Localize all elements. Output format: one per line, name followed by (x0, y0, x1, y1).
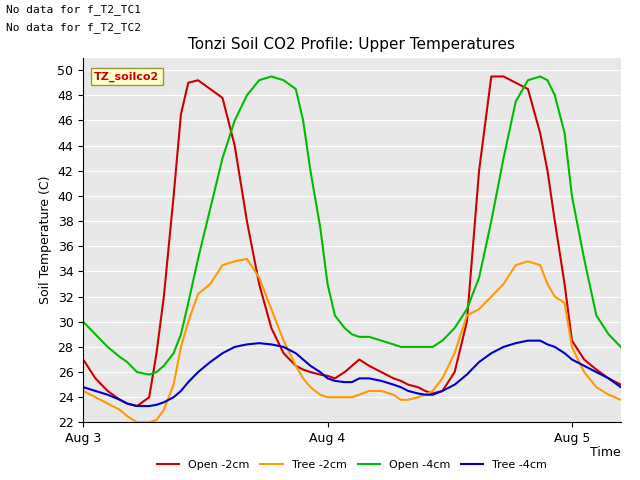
Text: No data for f_T2_TC1: No data for f_T2_TC1 (6, 4, 141, 15)
Title: Tonzi Soil CO2 Profile: Upper Temperatures: Tonzi Soil CO2 Profile: Upper Temperatur… (189, 37, 515, 52)
Y-axis label: Soil Temperature (C): Soil Temperature (C) (39, 176, 52, 304)
Legend: Open -2cm, Tree -2cm, Open -4cm, Tree -4cm: Open -2cm, Tree -2cm, Open -4cm, Tree -4… (152, 456, 552, 474)
Text: Time: Time (590, 446, 621, 459)
Text: TZ_soilco2: TZ_soilco2 (94, 72, 159, 82)
Text: No data for f_T2_TC2: No data for f_T2_TC2 (6, 22, 141, 33)
